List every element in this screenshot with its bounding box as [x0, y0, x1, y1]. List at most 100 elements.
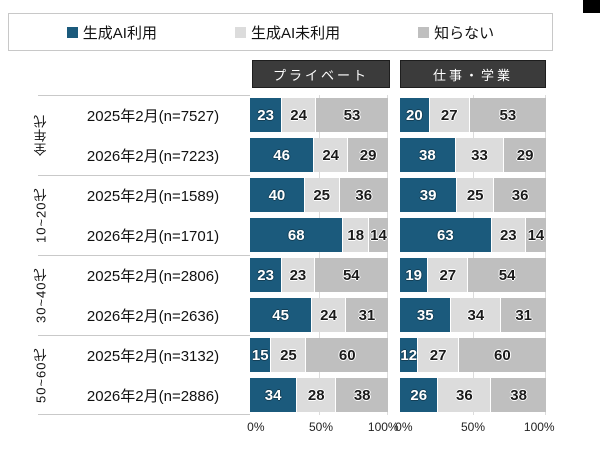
- bar-segment-生成AI利用: 34: [250, 378, 297, 412]
- private-stacked-bar: 23 24 53: [250, 98, 388, 132]
- private-stacked-bar: 40 25 36: [250, 178, 388, 212]
- group-label: 50~60代: [33, 347, 49, 403]
- bar-segment-生成AI未利用: 27: [427, 258, 468, 292]
- row-label: 2026年2月(n=7223): [86, 147, 220, 165]
- private-stacked-bar: 68 18 14: [250, 218, 389, 252]
- bar-segment-生成AI未利用: 24: [311, 298, 345, 332]
- private-stacked-bar: 46 24 29: [250, 138, 388, 172]
- bar-segment-生成AI利用: 26: [400, 378, 438, 412]
- axis-tick: 100%: [523, 420, 555, 434]
- bar-segment-生成AI利用: 23: [250, 98, 282, 132]
- bar-segment-生成AI利用: 38: [400, 138, 455, 172]
- private-bar-cell: 15 25 60: [250, 335, 388, 375]
- legend-swatch-icon: [234, 26, 246, 38]
- column-header-work: 仕事・学業: [400, 60, 546, 88]
- axis-tick: 50%: [308, 420, 334, 434]
- legend-label: 知らない: [434, 24, 495, 42]
- work-stacked-bar: 26 36 38: [400, 378, 546, 412]
- bar-segment-知らない: 14: [524, 218, 546, 252]
- row-label: 2026年2月(n=2636): [86, 307, 220, 325]
- private-bar-cell: 34 28 38: [250, 375, 388, 415]
- legend-item-0: 生成AI利用: [66, 22, 157, 43]
- bar-segment-生成AI利用: 39: [400, 178, 457, 212]
- bar-segment-生成AI利用: 23: [250, 258, 282, 292]
- private-bar-cell: 40 25 36: [250, 175, 388, 215]
- panel-gap: [388, 95, 400, 135]
- axis-tick: 0%: [247, 420, 265, 434]
- bar-segment-知らない: 38: [335, 378, 388, 412]
- bar-segment-生成AI利用: 68: [250, 218, 343, 252]
- chart-row: 2025年2月(n=3132) 15 25 60 12 27 60: [56, 335, 546, 375]
- chart-rows: 全年代 2025年2月(n=7527) 23 24 53 20 27 53 2026年2月(n=…: [26, 95, 546, 415]
- bar-segment-知らない: 14: [367, 218, 389, 252]
- bar-segment-生成AI未利用: 23: [490, 218, 525, 252]
- legend-item-2: 知らない: [418, 22, 494, 43]
- work-bar-cell: 39 25 36: [400, 175, 546, 215]
- chart-row: 2026年2月(n=2886) 34 28 38 26 36 38: [56, 375, 546, 415]
- bar-segment-生成AI未利用: 34: [450, 298, 501, 332]
- private-stacked-bar: 23 23 54: [250, 258, 388, 292]
- private-bar-cell: 23 23 54: [250, 255, 388, 295]
- bar-segment-生成AI未利用: 24: [281, 98, 315, 132]
- private-stacked-bar: 15 25 60: [250, 338, 388, 372]
- bar-segment-生成AI利用: 40: [250, 178, 304, 212]
- corner-artifact: [583, 0, 600, 13]
- panel-gap: [388, 375, 400, 415]
- bar-segment-生成AI未利用: 27: [428, 98, 469, 132]
- legend-label: 生成AI利用: [82, 24, 157, 42]
- bar-segment-知らない: 36: [493, 178, 546, 212]
- work-stacked-bar: 20 27 53: [400, 98, 546, 132]
- legend-swatch-icon: [66, 26, 78, 38]
- legend: 生成AI利用 生成AI未利用 知らない: [8, 13, 553, 51]
- axis-tick: 0%: [395, 420, 413, 434]
- bar-segment-生成AI未利用: 33: [454, 138, 504, 172]
- panel-gap: [388, 135, 400, 175]
- row-label: 2025年2月(n=7527): [86, 107, 220, 125]
- legend-swatch-icon: [418, 26, 430, 38]
- bar-segment-生成AI未利用: 36: [437, 378, 491, 412]
- panel-gap: [388, 175, 400, 215]
- bar-segment-知らない: 29: [347, 138, 388, 172]
- private-bar-cell: 46 24 29: [250, 135, 388, 175]
- bar-segment-知らない: 31: [344, 298, 388, 332]
- bar-segment-生成AI利用: 20: [400, 98, 429, 132]
- work-bar-cell: 19 27 54: [400, 255, 546, 295]
- age-group-0: 全年代 2025年2月(n=7527) 23 24 53 20 27 53 2026年2月(n=…: [26, 95, 546, 175]
- bar-segment-生成AI利用: 12: [400, 338, 418, 372]
- work-bar-cell: 26 36 38: [400, 375, 546, 415]
- private-bar-cell: 68 18 14: [250, 215, 389, 255]
- bar-segment-生成AI利用: 19: [400, 258, 428, 292]
- x-axis-work: 0% 50% 100%: [395, 420, 554, 436]
- axis-tick: 50%: [460, 420, 486, 434]
- bar-segment-生成AI未利用: 25: [270, 338, 306, 372]
- group-label: 30~40代: [33, 267, 49, 323]
- row-label: 2026年2月(n=1701): [86, 227, 220, 245]
- bar-segment-生成AI利用: 63: [400, 218, 491, 252]
- bar-segment-生成AI利用: 46: [250, 138, 314, 172]
- bar-segment-生成AI未利用: 28: [296, 378, 336, 412]
- bar-segment-生成AI未利用: 18: [342, 218, 368, 252]
- bar-segment-知らない: 53: [314, 98, 388, 132]
- work-bar-cell: 63 23 14: [400, 215, 546, 255]
- axis-tick: 100%: [367, 420, 399, 434]
- bar-segment-知らない: 31: [500, 298, 546, 332]
- work-stacked-bar: 38 33 29: [400, 138, 546, 172]
- panel-gap: [388, 215, 400, 255]
- chart-row: 2026年2月(n=7223) 46 24 29 38 33 29: [56, 135, 546, 175]
- work-stacked-bar: 12 27 60: [400, 338, 546, 372]
- panel-gap: [388, 295, 400, 335]
- row-label: 2025年2月(n=1589): [86, 187, 220, 205]
- private-bar-cell: 45 24 31: [250, 295, 388, 335]
- chart-row: 2025年2月(n=7527) 23 24 53 20 27 53: [56, 95, 546, 135]
- bar-segment-生成AI利用: 15: [250, 338, 271, 372]
- age-group-1: 10~20代 2025年2月(n=1589) 40 25 36 39 25 36 2026年2月…: [26, 175, 546, 255]
- bar-segment-生成AI利用: 35: [400, 298, 451, 332]
- bar-segment-生成AI利用: 45: [250, 298, 312, 332]
- private-stacked-bar: 45 24 31: [250, 298, 388, 332]
- legend-item-1: 生成AI未利用: [234, 22, 340, 43]
- age-group-3: 50~60代 2025年2月(n=3132) 15 25 60 12 27 60 2026年2月…: [26, 335, 546, 415]
- bar-segment-知らない: 29: [503, 138, 546, 172]
- group-label: 全年代: [33, 114, 49, 156]
- bar-segment-生成AI未利用: 24: [313, 138, 348, 172]
